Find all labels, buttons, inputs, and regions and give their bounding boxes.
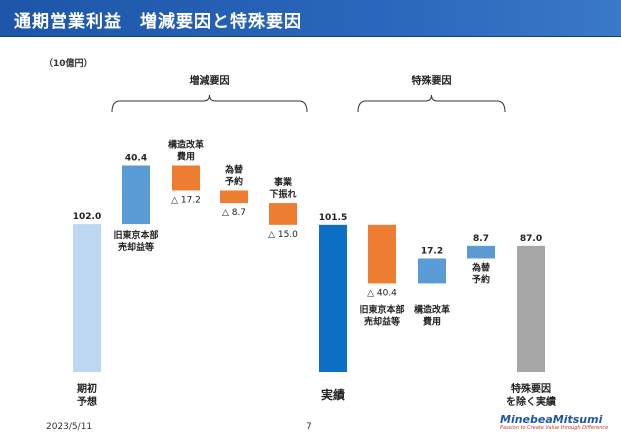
waterfall-bar — [73, 224, 101, 372]
category-label: 費用 — [177, 151, 195, 163]
data-label: 102.0 — [73, 212, 101, 222]
data-label: △ 17.2 — [171, 195, 201, 205]
slide-header: 通期営業利益 増減要因と特殊要因 — [0, 0, 621, 37]
category-label: 期初 — [77, 382, 97, 395]
brand-name: MinebeaMitsumi — [500, 413, 603, 426]
category-label: 旧東京本部 — [359, 303, 404, 315]
data-label: 40.4 — [125, 154, 147, 164]
unit-label: （10億円） — [44, 59, 93, 69]
waterfall-bar — [467, 245, 495, 259]
data-label: △ 15.0 — [268, 230, 298, 240]
waterfall-bar — [418, 258, 446, 284]
category-label: 予約 — [472, 273, 490, 285]
category-label: 予約 — [225, 175, 243, 187]
category-label: 実績 — [321, 387, 345, 402]
waterfall-bar — [172, 165, 200, 191]
data-label: 8.7 — [473, 234, 489, 244]
brand-logo: MinebeaMitsumi Passion to Create Value t… — [500, 413, 615, 431]
category-label: 売却益等 — [364, 315, 400, 327]
waterfall-bar — [319, 224, 347, 372]
category-label: 事業 — [274, 176, 293, 188]
data-label: 87.0 — [520, 234, 542, 244]
data-label: 101.5 — [319, 213, 347, 223]
slide-title: 通期営業利益 増減要因と特殊要因 — [14, 12, 302, 32]
data-label: 17.2 — [421, 246, 443, 256]
category-label: 予想 — [77, 395, 97, 408]
category-label: 下振れ — [269, 188, 296, 200]
category-label: 構造改革 — [414, 303, 450, 315]
category-label: 構造改革 — [168, 139, 204, 151]
data-label: △ 40.4 — [367, 288, 397, 298]
waterfall-bar — [122, 165, 150, 225]
group-label: 特殊要因 — [412, 74, 452, 87]
category-label: 為替 — [224, 163, 244, 175]
category-label: 費用 — [423, 315, 441, 327]
brand-tagline: Passion to Create Value through Differen… — [500, 425, 609, 431]
data-label: △ 8.7 — [222, 208, 246, 218]
footer-date: 2023/5/11 — [46, 422, 93, 432]
group-brace — [111, 94, 308, 113]
group-label: 増減要因 — [190, 74, 230, 87]
waterfall-bar — [517, 245, 545, 372]
waterfall-bar — [269, 203, 297, 225]
waterfall-bar — [220, 190, 248, 204]
category-label: を除く実績 — [506, 395, 556, 408]
category-label: 特殊要因 — [511, 382, 551, 395]
category-label: 旧東京本部 — [113, 229, 158, 241]
waterfall-bar — [368, 224, 396, 284]
group-brace — [357, 94, 506, 113]
footer-page-number: 7 — [306, 422, 312, 432]
category-label: 為替 — [471, 261, 491, 273]
category-label: 売却益等 — [118, 241, 154, 253]
